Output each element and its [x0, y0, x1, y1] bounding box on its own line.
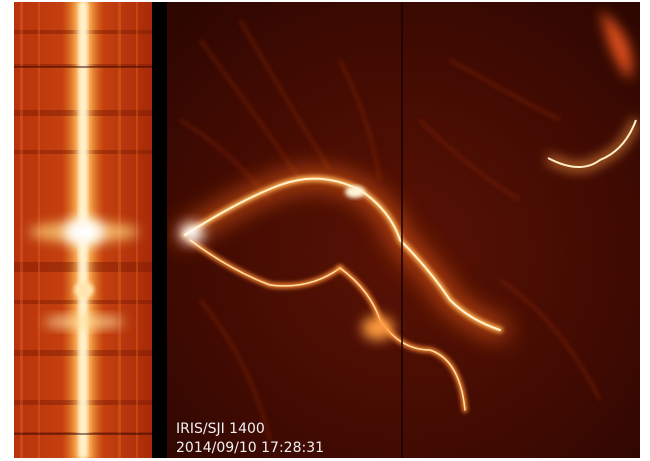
spectrum-panel	[14, 2, 152, 458]
flare-ribbons	[176, 169, 509, 413]
gap-strip	[152, 2, 167, 458]
timestamp: 2014/09/10 17:28:31	[176, 440, 324, 456]
instrument-label: IRIS/SJI 1400	[176, 421, 265, 437]
slit-jaw-image: IRIS/SJI 1400 2014/09/10 17:28:31	[167, 2, 640, 458]
